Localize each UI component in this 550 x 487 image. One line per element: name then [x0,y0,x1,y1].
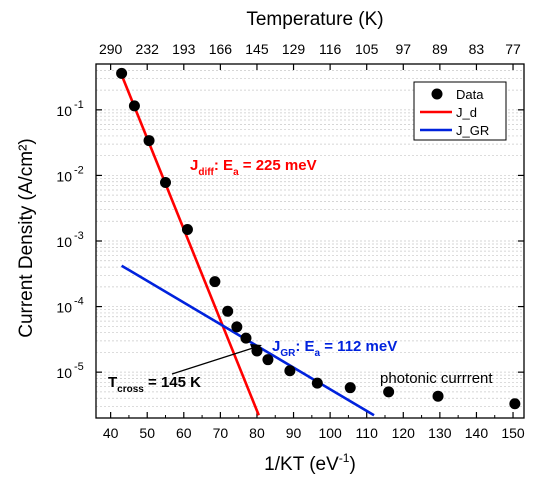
x-tick-label: 130 [428,425,452,441]
top-axis-title: Temperature (K) [246,9,383,30]
top-tick-label: 97 [395,41,411,57]
tcross-annotation: Tcross = 145 K [108,374,201,395]
top-tick-label: 232 [136,41,160,57]
x-tick-label: 120 [392,425,416,441]
y-tick-base: 10 [56,168,72,184]
top-tick-label: 290 [99,41,123,57]
y-tick-exponent: -3 [74,230,84,242]
legend-label-data: Data [456,87,484,102]
y-tick-label: 10 [56,103,72,119]
data-point [209,276,221,288]
photonic-current-label: photonic currrent [380,370,493,387]
data-point [116,67,128,79]
y-axis-title: Current Density (A/cm²) [16,138,37,338]
data-points [116,67,521,410]
tcross-arrow [171,344,262,375]
data-point [222,305,234,317]
legend-label-jd: J_d [456,105,477,120]
top-tick-label: 193 [172,41,196,57]
y-tick-label: 10 [56,300,72,316]
top-axis: 290 232 193 166 145 129 116 105 97 89 83 77 [99,41,521,70]
x-tick-label: 40 [103,425,119,441]
x-axis-title: 1/KT (eV-1) [264,451,356,475]
x-tick-label: 70 [213,425,229,441]
y-tick-base: 10 [56,300,72,316]
data-point [128,100,140,112]
top-tick-label: 89 [432,41,448,57]
x-tick-label: 80 [249,425,265,441]
y-tick-label: 10 [56,168,72,184]
jd-fit-line [118,69,260,416]
y-tick-base: 10 [56,234,72,250]
top-tick-label: 83 [469,41,485,57]
data-point [262,354,274,366]
legend: Data J_d J_GR [413,81,507,141]
jgr-annotation: JGR: Ea = 112 meV [272,338,397,359]
data-point [383,386,395,398]
data-point [432,390,444,402]
x-tick-label: 110 [356,425,379,441]
y-tick-base: 10 [56,103,72,119]
y-tick-label: 10 [56,365,72,381]
top-tick-label: 77 [505,41,521,57]
data-point [284,365,296,377]
x-tick-label: 100 [318,425,342,441]
x-tick-label: 50 [139,425,155,441]
top-tick-label: 166 [209,41,233,57]
x-tick-label: 140 [465,425,489,441]
x-axis: 40 50 60 70 80 90 100 110 120 130 140 150 [103,412,525,441]
data-point [509,398,521,410]
x-tick-label: 90 [286,425,302,441]
data-point [240,332,252,344]
fit-lines [118,69,375,417]
top-tick-label: 145 [245,41,269,57]
data-point [311,377,323,389]
y-tick-exponent: -1 [74,99,84,111]
jdiff-annotation: Jdiff: Ea = 225 meV [190,157,317,178]
grid-lines [96,70,524,407]
y-tick-exponent: -5 [74,361,84,373]
y-tick-label: 10 [56,234,72,250]
x-tick-label: 60 [176,425,192,441]
x-tick-label: 150 [501,425,525,441]
y-tick-base: 10 [56,365,72,381]
y-tick-exponent: -2 [74,164,84,176]
y-tick-exponent: -4 [74,296,84,308]
data-point [231,321,243,333]
legend-marker-data [431,88,443,100]
top-tick-label: 129 [282,41,306,57]
data-point [344,382,356,394]
data-point [181,223,193,235]
top-tick-label: 105 [355,41,379,57]
legend-label-jgr: J_GR [456,123,489,138]
data-point [143,135,155,147]
top-tick-label: 116 [319,41,342,57]
y-axis: 10-510-410-310-210-1 [56,99,524,381]
data-point [160,176,172,188]
